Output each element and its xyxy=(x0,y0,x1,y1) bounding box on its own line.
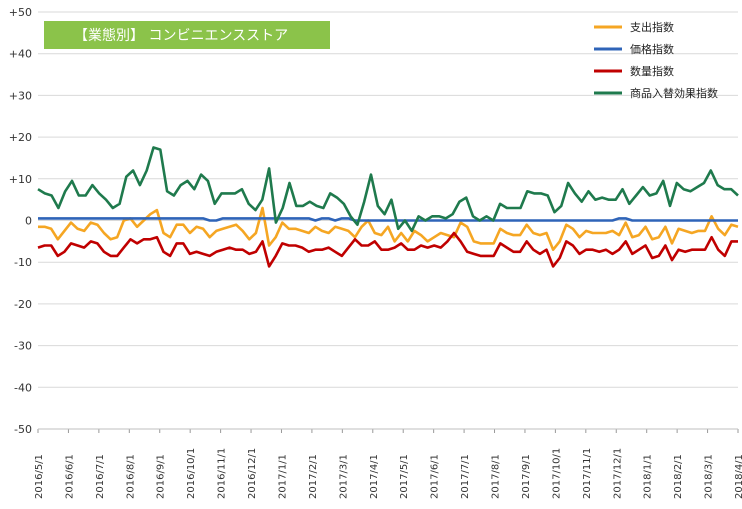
x-tick-label: 2017/5/1 xyxy=(399,454,410,499)
x-tick-label: 2016/11/1 xyxy=(217,448,228,499)
series-line xyxy=(37,146,739,233)
series-line xyxy=(38,217,738,222)
x-tick-label: 2018/3/1 xyxy=(704,454,715,499)
y-tick-label: -30 xyxy=(14,340,32,353)
series-lines xyxy=(37,146,739,268)
x-tick-label: 2017/2/1 xyxy=(308,454,319,499)
x-tick-label: 2017/11/1 xyxy=(582,448,593,499)
y-tick-label: +40 xyxy=(9,48,32,61)
y-tick-label: +20 xyxy=(9,131,32,144)
x-tick-label: 2018/2/1 xyxy=(673,454,684,499)
x-tick-label: 2016/10/1 xyxy=(186,448,197,499)
y-tick-label: -50 xyxy=(14,423,32,436)
series-line xyxy=(38,206,739,251)
x-tick-label: 2017/3/1 xyxy=(338,454,349,499)
x-tick-label: 2016/8/1 xyxy=(125,454,136,499)
y-axis: +50 +40 +30 +20 +10 0 -10 -20 -30 -40 -50 xyxy=(9,6,32,436)
x-tick-label: 2016/6/1 xyxy=(64,454,75,499)
legend-label: 支出指数 xyxy=(630,20,674,34)
x-tick-label: 2017/12/1 xyxy=(612,448,623,499)
x-tick-label: 2016/5/1 xyxy=(34,454,45,499)
y-tick-label: +30 xyxy=(9,89,32,102)
x-tick-label: 2016/9/1 xyxy=(156,454,167,499)
x-tick-label: 2016/12/1 xyxy=(247,448,258,499)
legend-label: 価格指数 xyxy=(630,42,674,56)
x-tick-label: 2017/6/1 xyxy=(430,454,441,499)
x-tick-label: 2017/4/1 xyxy=(369,454,380,499)
y-tick-label: +50 xyxy=(9,6,32,19)
chart-title: 【業態別】 コンビニエンスストア xyxy=(74,28,288,44)
x-axis: 2016/5/1 2016/6/1 2016/7/1 2016/8/1 2016/9/1… xyxy=(34,428,742,499)
x-tick-label: 2017/7/1 xyxy=(460,454,471,499)
series-line xyxy=(37,231,738,268)
x-tick-label: 2018/4/1 xyxy=(734,454,742,499)
legend-label: 商品入替効果指数 xyxy=(630,86,718,100)
x-tick-label: 2018/1/1 xyxy=(643,454,654,499)
y-tick-label: -40 xyxy=(14,381,32,394)
x-tick-label: 2017/9/1 xyxy=(521,454,532,499)
x-tick-label: 2016/7/1 xyxy=(95,454,106,499)
y-tick-label: +10 xyxy=(9,173,32,186)
title-badge xyxy=(44,21,330,49)
y-tick-label: -10 xyxy=(14,256,32,269)
x-tick-label: 2017/1/1 xyxy=(277,454,288,499)
x-tick-label: 2017/8/1 xyxy=(491,454,502,499)
legend-label: 数量指数 xyxy=(630,64,674,78)
x-tick-label: 2017/10/1 xyxy=(551,448,562,499)
y-tick-label: -20 xyxy=(14,298,32,311)
y-tick-label: 0 xyxy=(25,215,32,228)
